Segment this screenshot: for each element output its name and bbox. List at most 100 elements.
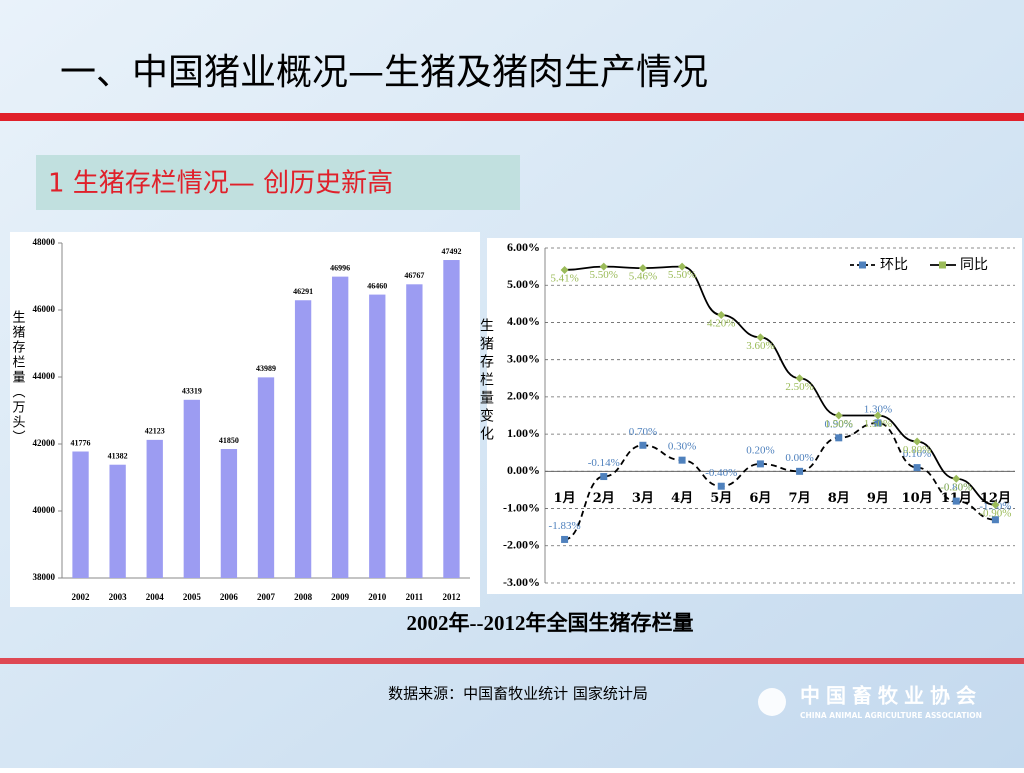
x-tick-label: 2004 xyxy=(146,592,165,602)
bar xyxy=(183,399,200,578)
y-tick-label: 0.00% xyxy=(507,463,540,477)
y-tick-label: 1.00% xyxy=(507,426,540,440)
marker xyxy=(717,311,726,319)
y-tick-label: 2.00% xyxy=(507,389,540,403)
y-tick-label: -1.00% xyxy=(503,500,540,514)
marker xyxy=(561,535,569,543)
value-label: -0.14% xyxy=(588,457,620,469)
value-label: 5.50% xyxy=(668,269,696,281)
y-tick-label: 46000 xyxy=(33,304,56,314)
subtitle: 1 生猪存栏情况— 创历史新高 xyxy=(48,169,393,199)
value-label: 1.30% xyxy=(864,403,892,415)
x-tick-label: 2006 xyxy=(220,592,239,602)
value-label: -0.90% xyxy=(979,507,1011,519)
caption: 2002年--2012年全国生猪存栏量 xyxy=(407,611,694,635)
value-label: -0.40% xyxy=(705,467,737,479)
y-tick-label: 5.00% xyxy=(507,277,540,291)
x-tick-label: 10月 xyxy=(902,491,933,506)
series-line xyxy=(564,422,996,541)
marker xyxy=(795,374,804,383)
value-label: 4.20% xyxy=(707,318,735,330)
value-label: 46767 xyxy=(404,271,424,280)
bottom-rule xyxy=(0,658,1024,664)
value-label: 47492 xyxy=(441,247,461,256)
value-label: 1.50% xyxy=(864,418,892,430)
x-tick-label: 9月 xyxy=(867,491,889,506)
x-tick-label: 3月 xyxy=(632,491,654,506)
x-tick-label: 2月 xyxy=(593,491,615,506)
value-label: -0.20% xyxy=(940,481,972,493)
legend-marker xyxy=(939,261,946,269)
value-label: 41776 xyxy=(71,438,91,447)
value-label: 2.50% xyxy=(785,381,813,393)
x-tick-label: 1月 xyxy=(554,491,576,506)
y-tick-label: 3.00% xyxy=(507,351,540,365)
value-label: 46996 xyxy=(330,263,350,272)
x-tick-label: 2002 xyxy=(72,592,91,602)
x-tick-label: 2008 xyxy=(294,592,313,602)
y-tick-label: 6.00% xyxy=(507,240,540,254)
value-label: 0.90% xyxy=(825,418,853,430)
logo-icon xyxy=(758,688,786,716)
y-tick-label: 48000 xyxy=(33,237,56,247)
value-label: 5.46% xyxy=(629,271,657,283)
title-rule xyxy=(0,113,1024,121)
value-label: 46291 xyxy=(293,287,313,296)
bar xyxy=(406,284,423,578)
value-label: 3.60% xyxy=(746,340,774,352)
subtitle-box xyxy=(36,155,520,210)
y-tick-label: 40000 xyxy=(33,505,56,515)
marker xyxy=(560,265,569,274)
marker xyxy=(678,262,687,271)
marker xyxy=(796,467,804,475)
value-label: 0.70% xyxy=(629,426,657,438)
marker xyxy=(834,411,843,420)
y-tick-label: -2.00% xyxy=(503,538,540,552)
y-tick-label: 42000 xyxy=(33,438,56,448)
value-label: 5.41% xyxy=(550,272,578,284)
value-label: 5.50% xyxy=(590,269,618,281)
bar xyxy=(146,439,163,578)
marker xyxy=(913,464,921,472)
bar xyxy=(332,276,349,578)
x-tick-label: 2005 xyxy=(183,592,202,602)
x-tick-label: 2009 xyxy=(331,592,350,602)
value-label: 42123 xyxy=(145,427,165,436)
value-label: 0.10% xyxy=(903,448,931,460)
bar xyxy=(369,294,386,578)
marker xyxy=(756,333,765,342)
marker xyxy=(913,437,922,446)
y-tick-label: 4.00% xyxy=(507,314,540,328)
marker xyxy=(717,482,725,490)
marker xyxy=(874,419,882,427)
source: 数据来源：中国畜牧业统计 国家统计局 xyxy=(388,685,648,703)
y-axis-label: 生猪存栏量（万头） xyxy=(10,310,26,445)
x-tick-label: 12月 xyxy=(980,491,1011,506)
value-label: 0.20% xyxy=(746,444,774,456)
x-tick-label: 6月 xyxy=(749,491,771,506)
marker xyxy=(599,262,608,271)
x-tick-label: 2012 xyxy=(442,592,461,602)
marker xyxy=(873,411,882,420)
marker xyxy=(639,441,647,449)
value-label: 46460 xyxy=(367,281,387,290)
value-label: 43989 xyxy=(256,364,276,373)
x-tick-label: 2007 xyxy=(257,592,276,602)
marker xyxy=(756,460,764,468)
y-tick-label: 38000 xyxy=(33,572,56,582)
marker xyxy=(678,456,686,464)
y-tick-label: 44000 xyxy=(33,371,56,381)
value-label: 1.50% xyxy=(825,418,853,430)
bar xyxy=(72,451,89,578)
bar xyxy=(257,377,275,578)
value-label: 41850 xyxy=(219,436,239,445)
x-tick-label: 7月 xyxy=(789,491,811,506)
legend-label: 环比 xyxy=(880,257,908,273)
x-tick-label: 2010 xyxy=(368,592,387,602)
y-axis-label: 生猪存栏量变化 xyxy=(478,318,494,444)
logo-english: CHINA ANIMAL AGRICULTURE ASSOCIATION xyxy=(800,711,982,720)
x-tick-label: 2003 xyxy=(109,592,128,602)
line-panel xyxy=(487,238,1022,594)
x-tick-label: 5月 xyxy=(710,491,732,506)
